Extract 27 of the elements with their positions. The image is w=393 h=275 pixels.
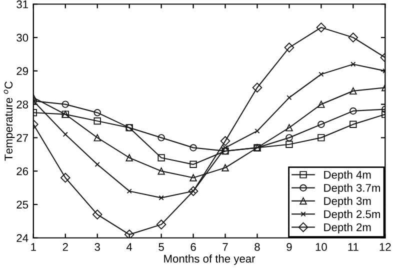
legend-label: Depth 3m — [324, 196, 371, 208]
x-tick-label: 4 — [126, 243, 132, 251]
x-tick-label: 7 — [222, 243, 228, 251]
x-axis-title: Months of the year — [164, 254, 256, 265]
y-tick-label: 27 — [16, 134, 28, 142]
y-tick-label: 26 — [16, 167, 28, 176]
legend-label: Depth 2.5m — [324, 210, 380, 220]
x-tick-label: 2 — [62, 243, 68, 251]
y-tick-label: 29 — [16, 67, 28, 76]
x-tick-label: 9 — [286, 243, 292, 251]
x-tick-label: 8 — [254, 243, 260, 251]
x-tick-label: 10 — [316, 243, 327, 251]
x-tick-label: 6 — [190, 243, 196, 251]
x-tick-label: 12 — [380, 243, 391, 251]
x-tick-label: 1 — [31, 243, 36, 251]
x-tick-label: 5 — [158, 243, 164, 251]
y-tick-label: 24 — [16, 234, 28, 242]
legend-label: Depth 3.7m — [324, 184, 380, 194]
y-axis-title: Temperature $^{o}$C — [4, 81, 15, 161]
x-tick-label: 11 — [348, 243, 358, 251]
y-tick-label: 25 — [16, 200, 28, 209]
x-tick-label: 3 — [94, 243, 100, 251]
y-tick-label: 28 — [16, 100, 28, 108]
legend-label: Depth 2m — [324, 223, 371, 234]
y-tick-label: 30 — [16, 34, 28, 42]
y-tick-label: 31 — [16, 0, 28, 8]
legend-label: Depth 4m — [324, 170, 371, 181]
